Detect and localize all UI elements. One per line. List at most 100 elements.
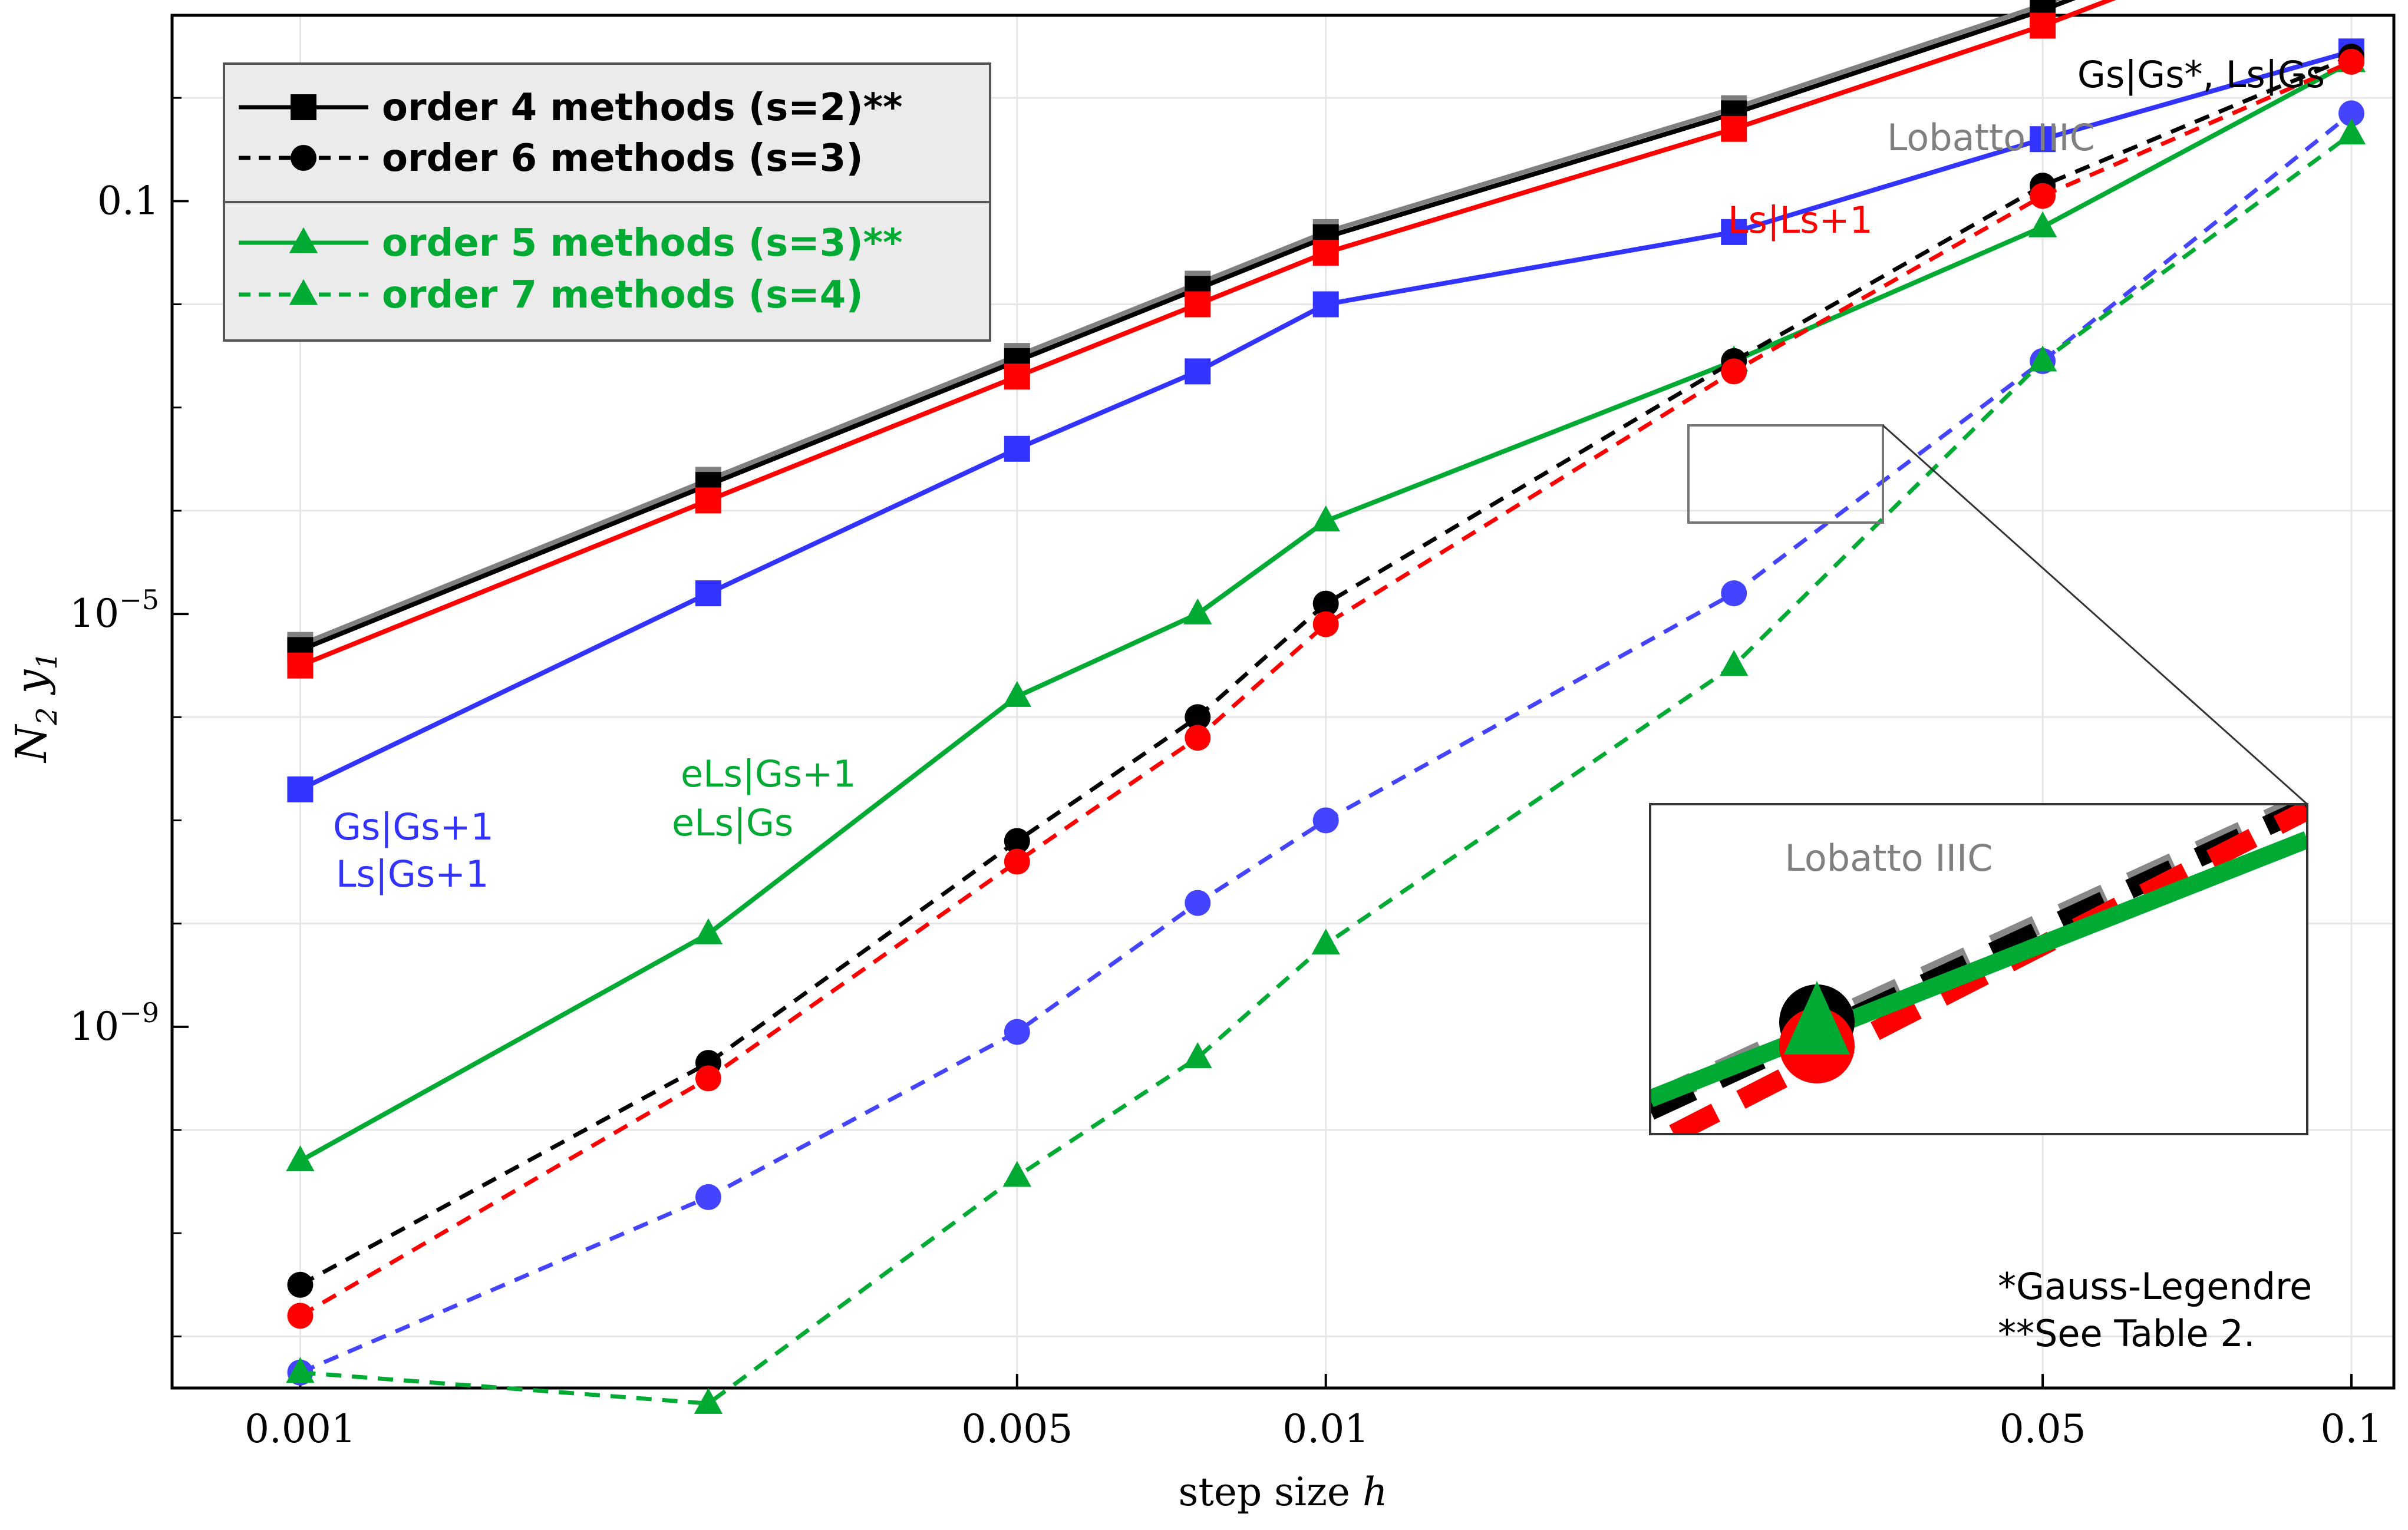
series-8-point-3 bbox=[1183, 1042, 1212, 1068]
series-2-point-1 bbox=[695, 487, 721, 514]
series-line-0 bbox=[299, 0, 2061, 647]
series-4-point-4 bbox=[1311, 505, 1340, 532]
x-tick-label-4: 0.1 bbox=[2320, 1406, 2382, 1452]
series-8-point-6 bbox=[2028, 345, 2057, 372]
series-5-point-3 bbox=[1185, 704, 1211, 731]
annotation-ls-ls1: Ls|Ls+1 bbox=[1728, 199, 1873, 242]
series-2-point-2 bbox=[1004, 364, 1030, 390]
x-tick-label-0: 0.001 bbox=[245, 1406, 356, 1452]
series-7-point-1 bbox=[695, 1184, 721, 1210]
series-line-4 bbox=[299, 60, 2353, 1164]
series-6-point-3 bbox=[1185, 725, 1211, 751]
series-6-point-2 bbox=[1004, 848, 1030, 875]
series-line-3 bbox=[299, 49, 2353, 792]
y-tick-label-2: 10−9 bbox=[70, 997, 159, 1049]
series-line-5 bbox=[299, 54, 2353, 1287]
series-3-point-6 bbox=[2030, 126, 2056, 153]
annotation-els-gs: eLs|Gs bbox=[672, 801, 793, 845]
legend-marker-2 bbox=[289, 227, 318, 253]
series-4-point-2 bbox=[1002, 680, 1032, 707]
series-6-point-5 bbox=[1721, 358, 1747, 385]
series-2-point-0 bbox=[287, 652, 314, 679]
series-7-point-2 bbox=[1004, 1019, 1030, 1045]
inset-curves bbox=[1650, 804, 2307, 1134]
inset-marker-green bbox=[1784, 981, 1850, 1055]
series-2-point-6 bbox=[2030, 12, 2056, 39]
legend-label-1: order 6 methods (s=3) bbox=[382, 137, 863, 180]
footnote-table: **See Table 2. bbox=[1998, 1312, 2255, 1355]
annotation-ls-gs1: Ls|Gs+1 bbox=[336, 852, 489, 896]
legend: order 4 methods (s=2)** order 6 methods (… bbox=[223, 62, 991, 342]
series-5-point-2 bbox=[1004, 828, 1030, 854]
series-4-point-1 bbox=[694, 918, 723, 944]
plot-area-frame bbox=[170, 14, 2396, 1390]
inset-frame bbox=[1649, 803, 2308, 1135]
series-3-point-0 bbox=[287, 776, 314, 802]
series-5-point-0 bbox=[287, 1271, 314, 1298]
series-line-2 bbox=[299, 0, 2116, 668]
series-line-7 bbox=[299, 111, 2353, 1374]
inset-lobatto-label: Lobatto IIIC bbox=[1784, 837, 1993, 880]
annotation-els-gs1: eLs|Gs+1 bbox=[681, 752, 856, 796]
series-8-point-4 bbox=[1311, 928, 1340, 955]
series-8-point-5 bbox=[1720, 650, 1749, 676]
zoom-connector bbox=[1882, 424, 2308, 805]
legend-entries: order 4 methods (s=2)** order 6 methods (… bbox=[239, 86, 903, 317]
series-6-point-7 bbox=[2338, 48, 2364, 75]
series-2-point-3 bbox=[1185, 291, 1211, 318]
series-2-point-4 bbox=[1312, 239, 1339, 266]
axis-ticks: 0.001 0.005 0.01 0.05 0.1 0.1 10−5 10−9 bbox=[70, 97, 2382, 1452]
legend-label-0: order 4 methods (s=2)** bbox=[382, 86, 903, 130]
legend-label-2: order 5 methods (s=3)** bbox=[382, 222, 903, 265]
series-8 bbox=[286, 118, 2366, 1414]
series-line-8 bbox=[300, 132, 2353, 1406]
legend-label-3: order 7 methods (s=4) bbox=[382, 273, 863, 317]
series-8-point-7 bbox=[2337, 118, 2366, 145]
x-tick-label-2: 0.01 bbox=[1282, 1406, 1369, 1452]
zoom-region-box bbox=[1687, 424, 1884, 524]
legend-marker-0 bbox=[291, 94, 316, 120]
series-4-point-0 bbox=[286, 1145, 315, 1172]
y-tick-label-0: 0.1 bbox=[97, 178, 159, 223]
inset-line-red bbox=[1669, 804, 2307, 1134]
series-6-point-6 bbox=[2030, 183, 2056, 209]
x-axis-label: step size h bbox=[1179, 1469, 1388, 1515]
series-6 bbox=[287, 48, 2364, 1329]
series-2 bbox=[287, 0, 2116, 679]
series-4-point-6 bbox=[2028, 211, 2057, 237]
y-tick-label-1: 10−5 bbox=[70, 584, 159, 636]
series-7-point-3 bbox=[1185, 890, 1211, 916]
series-line-1 bbox=[299, 0, 2076, 653]
y-axis-label: N2 y1 bbox=[6, 652, 64, 764]
series-3-point-2 bbox=[1004, 435, 1030, 462]
series-7-point-7 bbox=[2338, 100, 2364, 127]
x-tick-label-3: 0.05 bbox=[2000, 1406, 2086, 1452]
series-7-point-5 bbox=[1721, 580, 1747, 607]
inset-line-green bbox=[1650, 831, 2307, 1107]
series-7-point-4 bbox=[1312, 807, 1339, 834]
series-3-point-1 bbox=[695, 580, 721, 607]
series-6-point-0 bbox=[287, 1303, 314, 1329]
annotation-lobatto: Lobatto IIIC bbox=[1887, 116, 2095, 159]
footnote-gauss-legendre: *Gauss-Legendre bbox=[1998, 1265, 2312, 1308]
series-8-point-1 bbox=[694, 1387, 723, 1414]
legend-marker-1 bbox=[291, 145, 316, 171]
annotation-gs-gs1: Gs|Gs+1 bbox=[333, 805, 494, 849]
series-8-point-0 bbox=[286, 1357, 315, 1383]
series-line-6 bbox=[299, 60, 2353, 1318]
series-6-point-1 bbox=[695, 1065, 721, 1092]
x-tick-label-1: 0.005 bbox=[961, 1406, 1073, 1452]
legend-marker-3 bbox=[289, 279, 318, 305]
annotation-gs-gs: Gs|Gs*, Ls|Gs bbox=[2077, 53, 2325, 97]
data-series bbox=[286, 0, 2366, 1414]
series-3-point-4 bbox=[1312, 291, 1339, 318]
series-5-point-4 bbox=[1312, 590, 1339, 617]
series-6-point-4 bbox=[1312, 611, 1339, 637]
series-3-point-5 bbox=[1721, 219, 1747, 245]
series-3 bbox=[287, 38, 2364, 802]
series-2-point-5 bbox=[1721, 115, 1747, 142]
zoom-inset: Lobatto IIIC bbox=[1649, 803, 2308, 1135]
series-4-point-3 bbox=[1183, 598, 1212, 624]
series-3-point-3 bbox=[1185, 358, 1211, 385]
